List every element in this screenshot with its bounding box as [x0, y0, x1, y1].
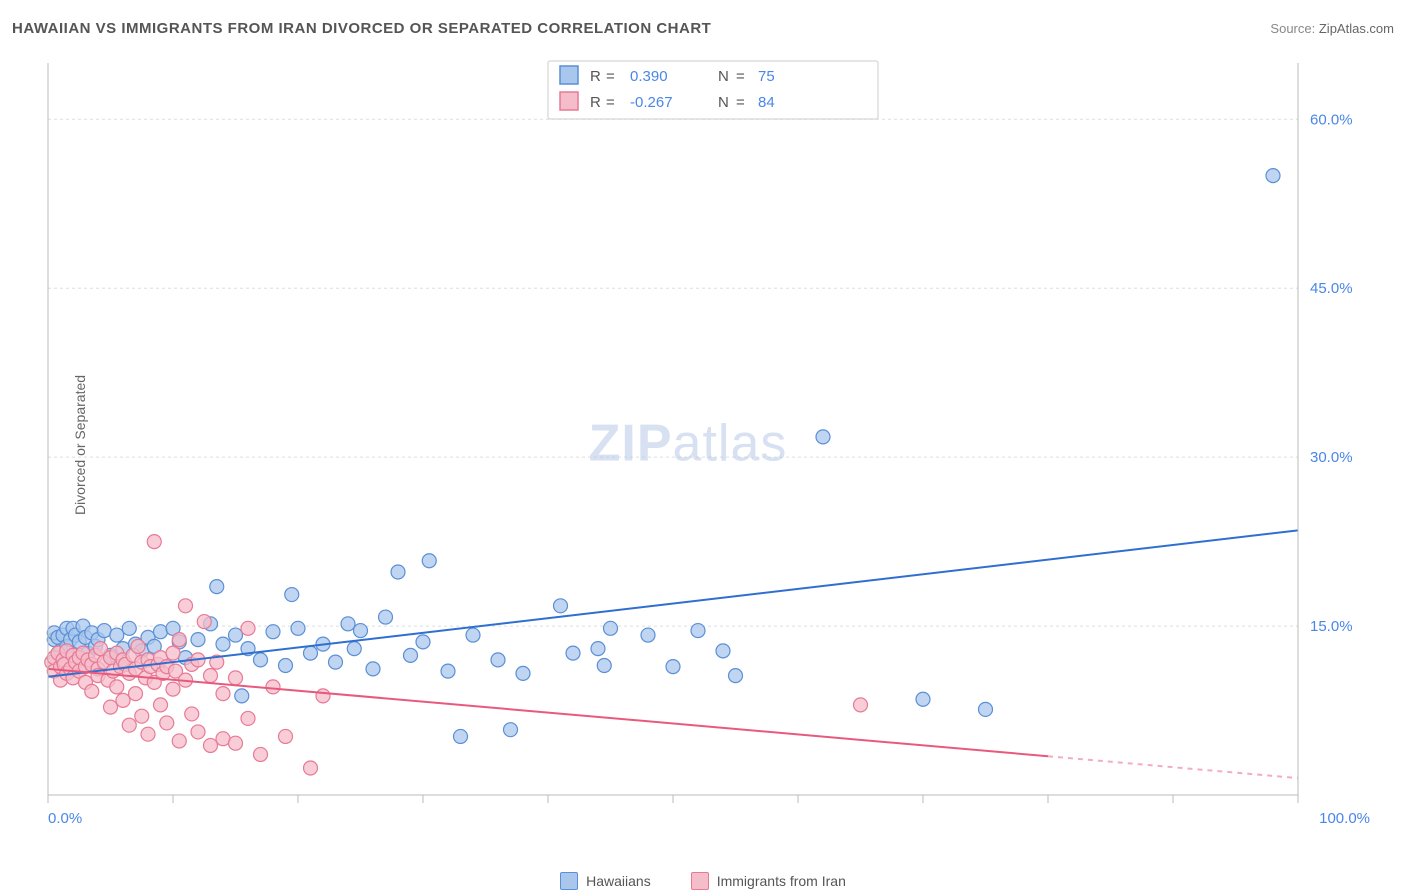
- source-label: Source:: [1270, 21, 1315, 36]
- y-axis-label: Divorced or Separated: [72, 375, 88, 515]
- svg-text:100.0%: 100.0%: [1319, 810, 1370, 827]
- svg-text:N: N: [718, 94, 729, 111]
- svg-text:R: R: [590, 94, 601, 111]
- legend-item-iran: Immigrants from Iran: [691, 872, 846, 890]
- svg-text:=: =: [606, 68, 615, 85]
- svg-text:0.390: 0.390: [630, 68, 668, 85]
- legend-item-hawaiians: Hawaiians: [560, 872, 651, 890]
- svg-text:=: =: [606, 94, 615, 111]
- svg-text:60.0%: 60.0%: [1310, 111, 1353, 128]
- svg-text:R: R: [590, 68, 601, 85]
- svg-text:15.0%: 15.0%: [1310, 618, 1353, 635]
- bottom-legend: Hawaiians Immigrants from Iran: [0, 872, 1406, 890]
- source-attribution: Source: ZipAtlas.com: [1270, 21, 1394, 36]
- svg-text:30.0%: 30.0%: [1310, 449, 1353, 466]
- scatter-chart: 15.0% 30.0% 45.0% 60.0% ZIPatlas 0.0% 100.0% R =…: [38, 55, 1378, 835]
- legend-swatch-iran: [691, 872, 709, 890]
- svg-text:-0.267: -0.267: [630, 94, 673, 111]
- svg-text:=: =: [736, 94, 745, 111]
- chart-area: Divorced or Separated 15.0% 30.0% 45.0% 60.…: [38, 55, 1378, 835]
- svg-text:=: =: [736, 68, 745, 85]
- legend-label-hawaiians: Hawaiians: [586, 873, 651, 889]
- svg-text:0.0%: 0.0%: [48, 810, 82, 827]
- chart-title: HAWAIIAN VS IMMIGRANTS FROM IRAN DIVORCE…: [12, 20, 711, 37]
- svg-text:N: N: [718, 68, 729, 85]
- svg-text:75: 75: [758, 68, 775, 85]
- svg-text:84: 84: [758, 94, 775, 111]
- source-value: ZipAtlas.com: [1319, 21, 1394, 36]
- legend-swatch-hawaiians: [560, 872, 578, 890]
- legend-label-iran: Immigrants from Iran: [717, 873, 846, 889]
- svg-text:45.0%: 45.0%: [1310, 280, 1353, 297]
- svg-text:ZIPatlas: ZIPatlas: [589, 415, 788, 473]
